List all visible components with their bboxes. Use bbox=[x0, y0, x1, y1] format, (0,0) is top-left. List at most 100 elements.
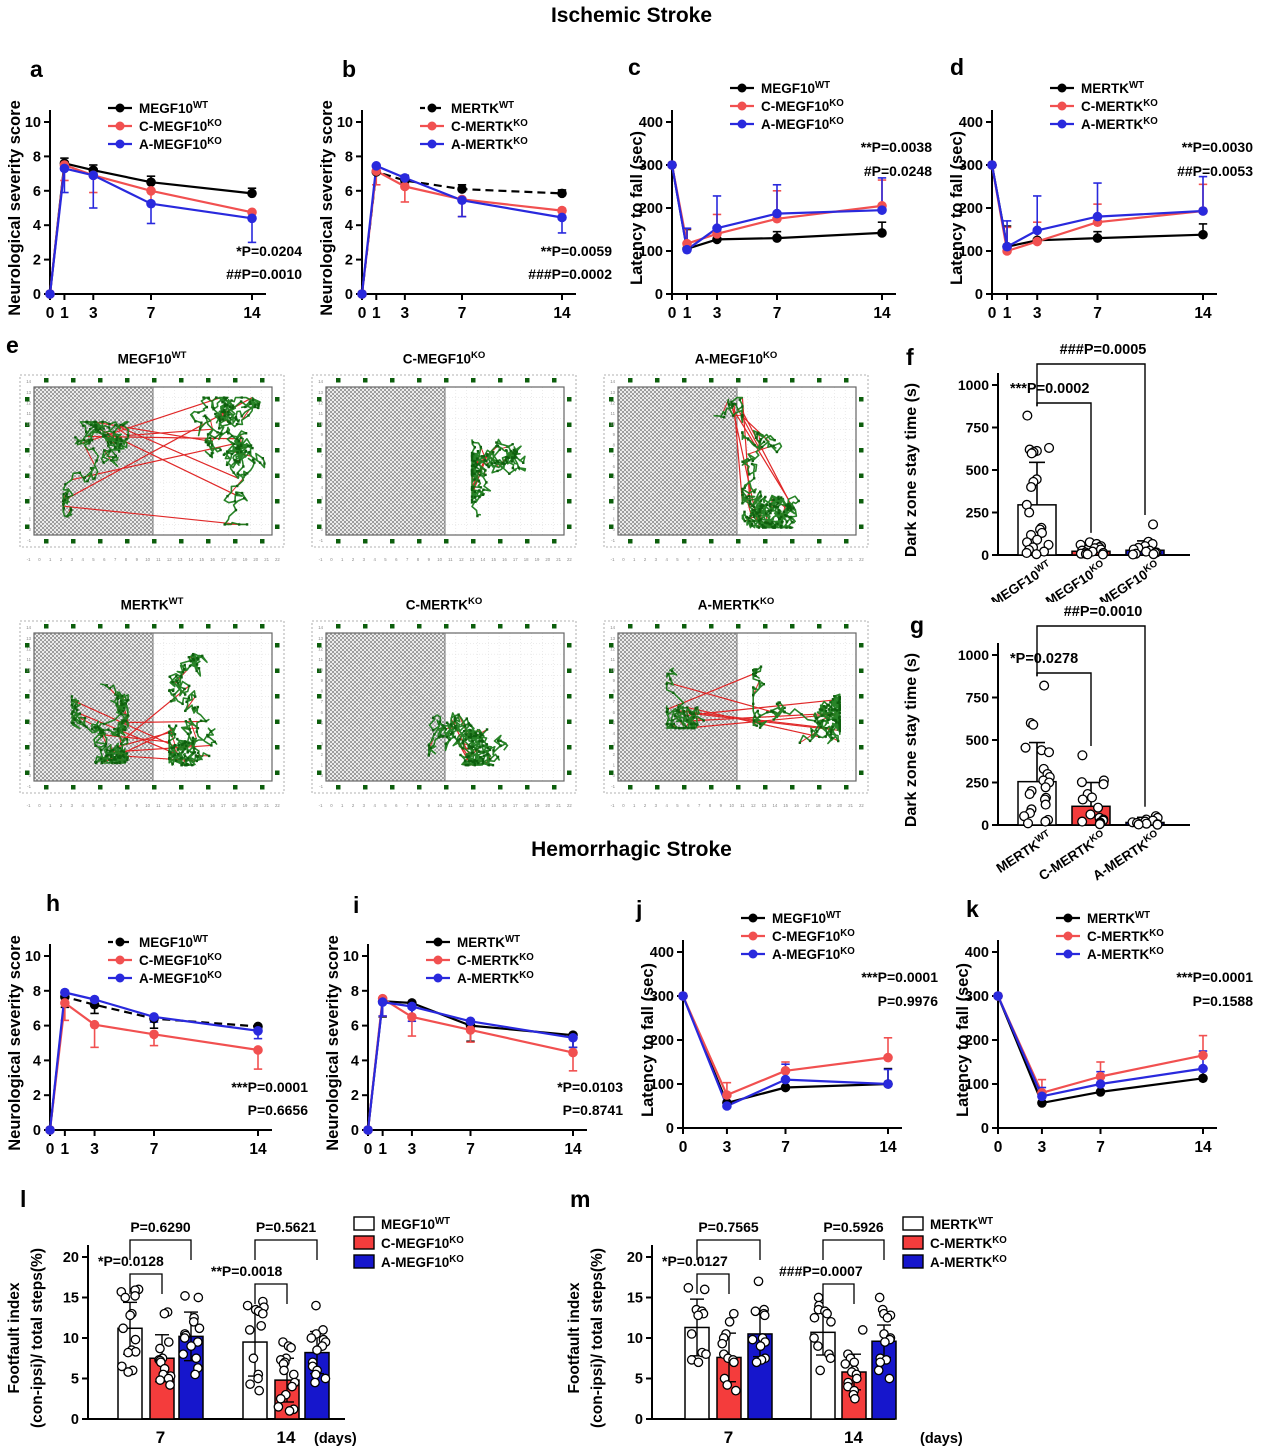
svg-text:5: 5 bbox=[92, 557, 95, 562]
svg-text:2: 2 bbox=[345, 253, 353, 269]
svg-text:Footfault index: Footfault index bbox=[566, 1282, 583, 1393]
svg-text:9: 9 bbox=[136, 557, 139, 562]
svg-text:2: 2 bbox=[644, 803, 647, 808]
svg-text:A-MEGF10KO: A-MEGF10KO bbox=[139, 136, 222, 152]
svg-text:200: 200 bbox=[959, 201, 983, 217]
svg-text:10: 10 bbox=[437, 557, 442, 562]
panel-letter-h: h bbox=[46, 890, 61, 916]
svg-text:-1: -1 bbox=[27, 803, 31, 808]
svg-text:12: 12 bbox=[318, 646, 323, 651]
svg-text:9: 9 bbox=[136, 803, 139, 808]
svg-text:0: 0 bbox=[679, 1139, 688, 1156]
svg-text:###P=0.0005: ###P=0.0005 bbox=[1060, 342, 1147, 358]
svg-text:2: 2 bbox=[60, 557, 63, 562]
svg-text:6: 6 bbox=[29, 463, 32, 468]
svg-text:P=0.5926: P=0.5926 bbox=[823, 1219, 884, 1235]
svg-text:12: 12 bbox=[167, 557, 172, 562]
svg-text:7: 7 bbox=[406, 803, 409, 808]
svg-text:10: 10 bbox=[318, 667, 323, 672]
svg-text:5: 5 bbox=[321, 720, 324, 725]
svg-text:10: 10 bbox=[437, 803, 442, 808]
svg-text:19: 19 bbox=[535, 557, 540, 562]
svg-text:-1: -1 bbox=[611, 803, 615, 808]
svg-text:Dark zone stay time (s): Dark zone stay time (s) bbox=[903, 383, 920, 557]
svg-text:8: 8 bbox=[417, 803, 420, 808]
track-plot-cell: C-MERTKKO -1 0 1 2 3 4 5 6 7 8 9 10 11 12 13 14 15 16 17 18 1… bbox=[306, 596, 582, 818]
svg-text:14: 14 bbox=[772, 557, 777, 562]
svg-text:22: 22 bbox=[567, 557, 572, 562]
panel-f-dark-zone-bar-chart: Dark zone stay time (s) 0 250 500 750 1000 ***… bbox=[885, 340, 1263, 617]
svg-text:5: 5 bbox=[676, 803, 679, 808]
svg-text:8: 8 bbox=[321, 688, 324, 693]
svg-text:##P=0.0010: ##P=0.0010 bbox=[1064, 604, 1143, 620]
svg-text:10: 10 bbox=[318, 421, 323, 426]
svg-text:13: 13 bbox=[470, 803, 475, 808]
svg-text:19: 19 bbox=[827, 803, 832, 808]
svg-text:400: 400 bbox=[650, 945, 674, 961]
svg-text:4: 4 bbox=[81, 557, 84, 562]
svg-text:12: 12 bbox=[26, 400, 31, 405]
svg-text:14: 14 bbox=[610, 379, 615, 384]
svg-text:P=0.9976: P=0.9976 bbox=[878, 993, 939, 1009]
svg-text:0: 0 bbox=[358, 305, 367, 322]
svg-text:0: 0 bbox=[622, 803, 625, 808]
svg-text:300: 300 bbox=[959, 158, 983, 174]
svg-text:16: 16 bbox=[502, 803, 507, 808]
svg-text:16: 16 bbox=[794, 803, 799, 808]
svg-text:14: 14 bbox=[480, 803, 485, 808]
svg-text:12: 12 bbox=[751, 557, 756, 562]
svg-text:-1: -1 bbox=[319, 783, 323, 788]
svg-text:C-MEGF10KO: C-MEGF10KO bbox=[761, 98, 844, 114]
panel-letter-k: k bbox=[966, 896, 979, 922]
svg-text:2: 2 bbox=[613, 506, 616, 511]
svg-text:4: 4 bbox=[613, 484, 616, 489]
svg-text:1: 1 bbox=[1003, 305, 1012, 322]
svg-text:17: 17 bbox=[513, 803, 518, 808]
svg-text:3: 3 bbox=[71, 803, 74, 808]
track-plot-svg: -1 0 1 2 3 4 5 6 7 8 9 10 11 12 13 14 15 16 17 18 19 20 21 22-1… bbox=[19, 374, 285, 562]
svg-text:3: 3 bbox=[613, 495, 616, 500]
svg-text:13: 13 bbox=[318, 635, 323, 640]
svg-text:9: 9 bbox=[321, 678, 324, 683]
svg-text:14: 14 bbox=[610, 625, 615, 630]
svg-text:*P=0.0127: *P=0.0127 bbox=[662, 1253, 728, 1269]
svg-text:MEGF10WT: MEGF10WT bbox=[761, 80, 830, 96]
svg-text:250: 250 bbox=[966, 775, 990, 791]
svg-text:MERTKWT: MERTKWT bbox=[1081, 80, 1144, 96]
svg-text:3: 3 bbox=[363, 557, 366, 562]
svg-text:0: 0 bbox=[33, 1123, 41, 1139]
svg-text:P=0.5621: P=0.5621 bbox=[256, 1219, 317, 1235]
svg-text:Latency to fall (sec): Latency to fall (sec) bbox=[639, 963, 657, 1117]
svg-text:C-MEGF10KO: C-MEGF10KO bbox=[139, 952, 222, 968]
svg-text:11: 11 bbox=[27, 410, 32, 415]
svg-text:A-MERTKKO: A-MERTKKO bbox=[930, 1254, 1007, 1270]
svg-text:5: 5 bbox=[384, 803, 387, 808]
panel-g-dark-zone-bar-chart: Dark zone stay time (s) 0 250 500 750 1000 *P=… bbox=[885, 602, 1263, 890]
track-plot-svg: -1 0 1 2 3 4 5 6 7 8 9 10 11 12 13 14 15 16 17 18 19 20 21 22-1… bbox=[603, 620, 869, 808]
svg-text:20: 20 bbox=[545, 557, 550, 562]
svg-text:A-MERTKKO: A-MERTKKO bbox=[1081, 116, 1158, 132]
panel-c-latency-chart: Latency to fall (sec) 0 100 200 300 400 0 1 3 7 14… bbox=[622, 52, 942, 338]
svg-text:22: 22 bbox=[275, 803, 280, 808]
svg-text:Neurological severity score: Neurological severity score bbox=[318, 100, 336, 316]
svg-text:10: 10 bbox=[729, 557, 734, 562]
svg-text:3: 3 bbox=[613, 741, 616, 746]
svg-text:10: 10 bbox=[610, 667, 615, 672]
svg-text:0: 0 bbox=[635, 1412, 643, 1428]
svg-text:2: 2 bbox=[351, 1088, 359, 1104]
svg-text:5: 5 bbox=[676, 557, 679, 562]
svg-text:0: 0 bbox=[321, 773, 324, 778]
svg-text:2: 2 bbox=[33, 253, 41, 269]
svg-text:1: 1 bbox=[60, 305, 69, 322]
svg-text:MERTKWT: MERTKWT bbox=[451, 100, 514, 116]
svg-text:4: 4 bbox=[321, 730, 324, 735]
svg-text:-1: -1 bbox=[611, 783, 615, 788]
svg-text:16: 16 bbox=[210, 803, 215, 808]
svg-text:2: 2 bbox=[29, 506, 32, 511]
svg-text:13: 13 bbox=[610, 389, 615, 394]
svg-text:1: 1 bbox=[49, 803, 52, 808]
svg-text:A-MEGF10KO: A-MEGF10KO bbox=[381, 1254, 464, 1270]
